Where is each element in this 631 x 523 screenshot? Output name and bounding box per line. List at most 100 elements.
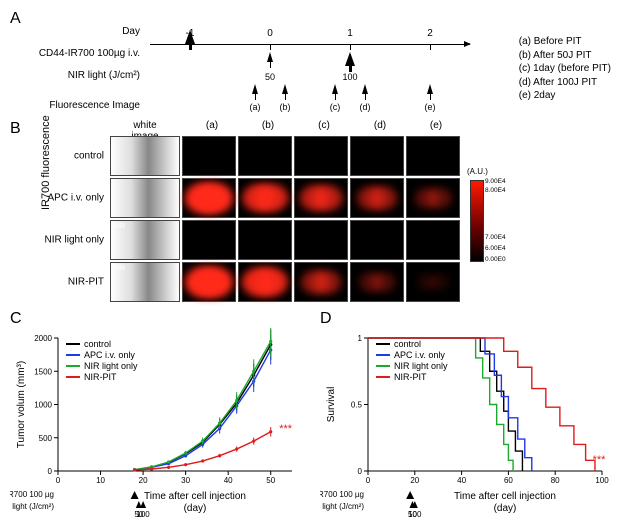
apc-arrow-icon [185,30,195,44]
fluorescence-cell [294,178,348,218]
x-tick-label: 80 [551,476,560,485]
fluorescence-cell [406,178,460,218]
panel-b-row: NIR-PITNIR [110,262,462,302]
panel-b-label: B [10,120,21,138]
signal-blob [429,273,449,290]
fimg-mark-label: (c) [330,102,341,112]
panel-b-row-label: NIR light only [24,235,104,246]
fluorescence-cell [294,136,348,176]
x-tick-label: 10 [96,476,105,485]
fimg-mark-label: (d) [360,102,371,112]
colorbar-au: (A.U.) [467,167,488,176]
day-tick-label: 0 [267,28,273,39]
panel-b-row: APC i.v. only [110,178,462,218]
signal-blob [197,267,233,298]
fluorescence-cell [350,262,404,302]
fimg-mark-label: (a) [250,102,261,112]
fluorescence-cell [294,262,348,302]
white-image-cell: NIR [110,220,180,260]
fluorescence-cell [238,178,292,218]
nir-tag: NIR [113,223,125,230]
day-tick [270,44,271,50]
x-tick-label: 40 [457,476,466,485]
panel-d: D 00.51020406080100SurvivalTime after ce… [320,310,610,510]
fluorescence-cell [182,220,236,260]
signal-blob [313,270,341,294]
fluorescence-cell [406,220,460,260]
y-tick-label: 0 [48,467,53,476]
y-axis-label: Survival [326,387,337,423]
panel-b-row-label: NIR-PIT [24,277,104,288]
series-control [368,338,522,471]
nir-dose-label: 100 [342,72,357,82]
series-NIR-light-only [135,341,271,469]
x-tick-label: 60 [504,476,513,485]
signal-blob [369,186,397,210]
x-tick-label: 30 [181,476,190,485]
x-axis-label-unit: (day) [184,503,207,514]
y-tick-label: 1500 [34,367,52,376]
fluorescence-cell [182,262,236,302]
significance-stars: *** [593,454,607,466]
fluorescence-cell [350,136,404,176]
row-apc-label: CD44-IR700 100µg i.v. [10,48,140,59]
colorbar-tick-label: 0.00E0 [485,256,506,263]
treat-apc-arrow-icon [406,491,414,499]
y-tick-label: 500 [39,434,53,443]
panel-b-row-label: APC i.v. only [24,193,104,204]
panel-d-label: D [320,310,332,327]
x-tick-label: 40 [224,476,233,485]
x-tick-label: 0 [366,476,371,485]
treat-apc-arrow-icon [131,491,139,499]
legend-item: NIR-PIT [84,372,117,382]
fluorescence-cell [350,220,404,260]
x-axis-label: Time after cell injection [454,491,556,502]
panel-a-legend: (a) Before PIT(b) After 50J PIT(c) 1day … [519,35,611,103]
x-tick-label: 20 [410,476,419,485]
treat-nir-dose: 100 [408,510,422,519]
fluorescence-cell [238,262,292,302]
fimg-arrow-icon [427,84,433,94]
x-tick-label: 0 [56,476,61,485]
colorbar-tick-label: 7.00E4 [485,234,506,241]
panel-b-col-head: (e) [430,120,442,131]
x-axis-label-unit: (day) [494,503,517,514]
panel-a-legend-item: (c) 1day (before PIT) [519,62,611,76]
row-fimg-label: Fluorescence Image [10,100,140,111]
significance-stars: *** [279,423,293,435]
treat-nir-dose: 100 [136,510,150,519]
panel-c: C 050010001500200001020304050Tumor volum… [10,310,300,510]
legend-item: control [84,339,111,349]
legend-item: control [394,339,421,349]
white-image-cell [110,178,180,218]
signal-blob [427,188,451,209]
panel-b: B IR700 fluorescence white image(a)(b)(c… [10,120,621,310]
fimg-arrow-icon [332,84,338,94]
fluorescence-cell [238,220,292,260]
legend-item: NIR light only [84,361,138,371]
white-image-cell [110,136,180,176]
legend-item: NIR-PIT [394,372,427,382]
fluorescence-cell [182,178,236,218]
series-control [135,345,271,470]
panel-b-col-head: (d) [374,120,386,131]
signal-blob [255,184,288,212]
fluorescence-cell [294,220,348,260]
treat-nir-label: NIR light (J/cm²) [10,502,54,511]
nir-arrow-icon [345,52,355,66]
day-tick [350,44,351,50]
panel-a-legend-item: (a) Before PIT [519,35,611,49]
y-tick-label: 0.5 [351,401,363,410]
panel-a-label: A [10,10,21,27]
day-tick [430,44,431,50]
legend-item: APC i.v. only [84,350,135,360]
row-nir-label: NIR light (J/cm²) [10,70,140,81]
day-tick-label: 2 [427,28,433,39]
series-APC-i.v.-only [368,338,532,471]
signal-blob [197,183,233,214]
panel-a-legend-item: (b) After 50J PIT [519,49,611,63]
panel-b-row: control [110,136,462,176]
fimg-mark-label: (b) [280,102,291,112]
panel-b-col-head: (c) [318,120,330,131]
series-APC-i.v.-only [135,350,271,470]
